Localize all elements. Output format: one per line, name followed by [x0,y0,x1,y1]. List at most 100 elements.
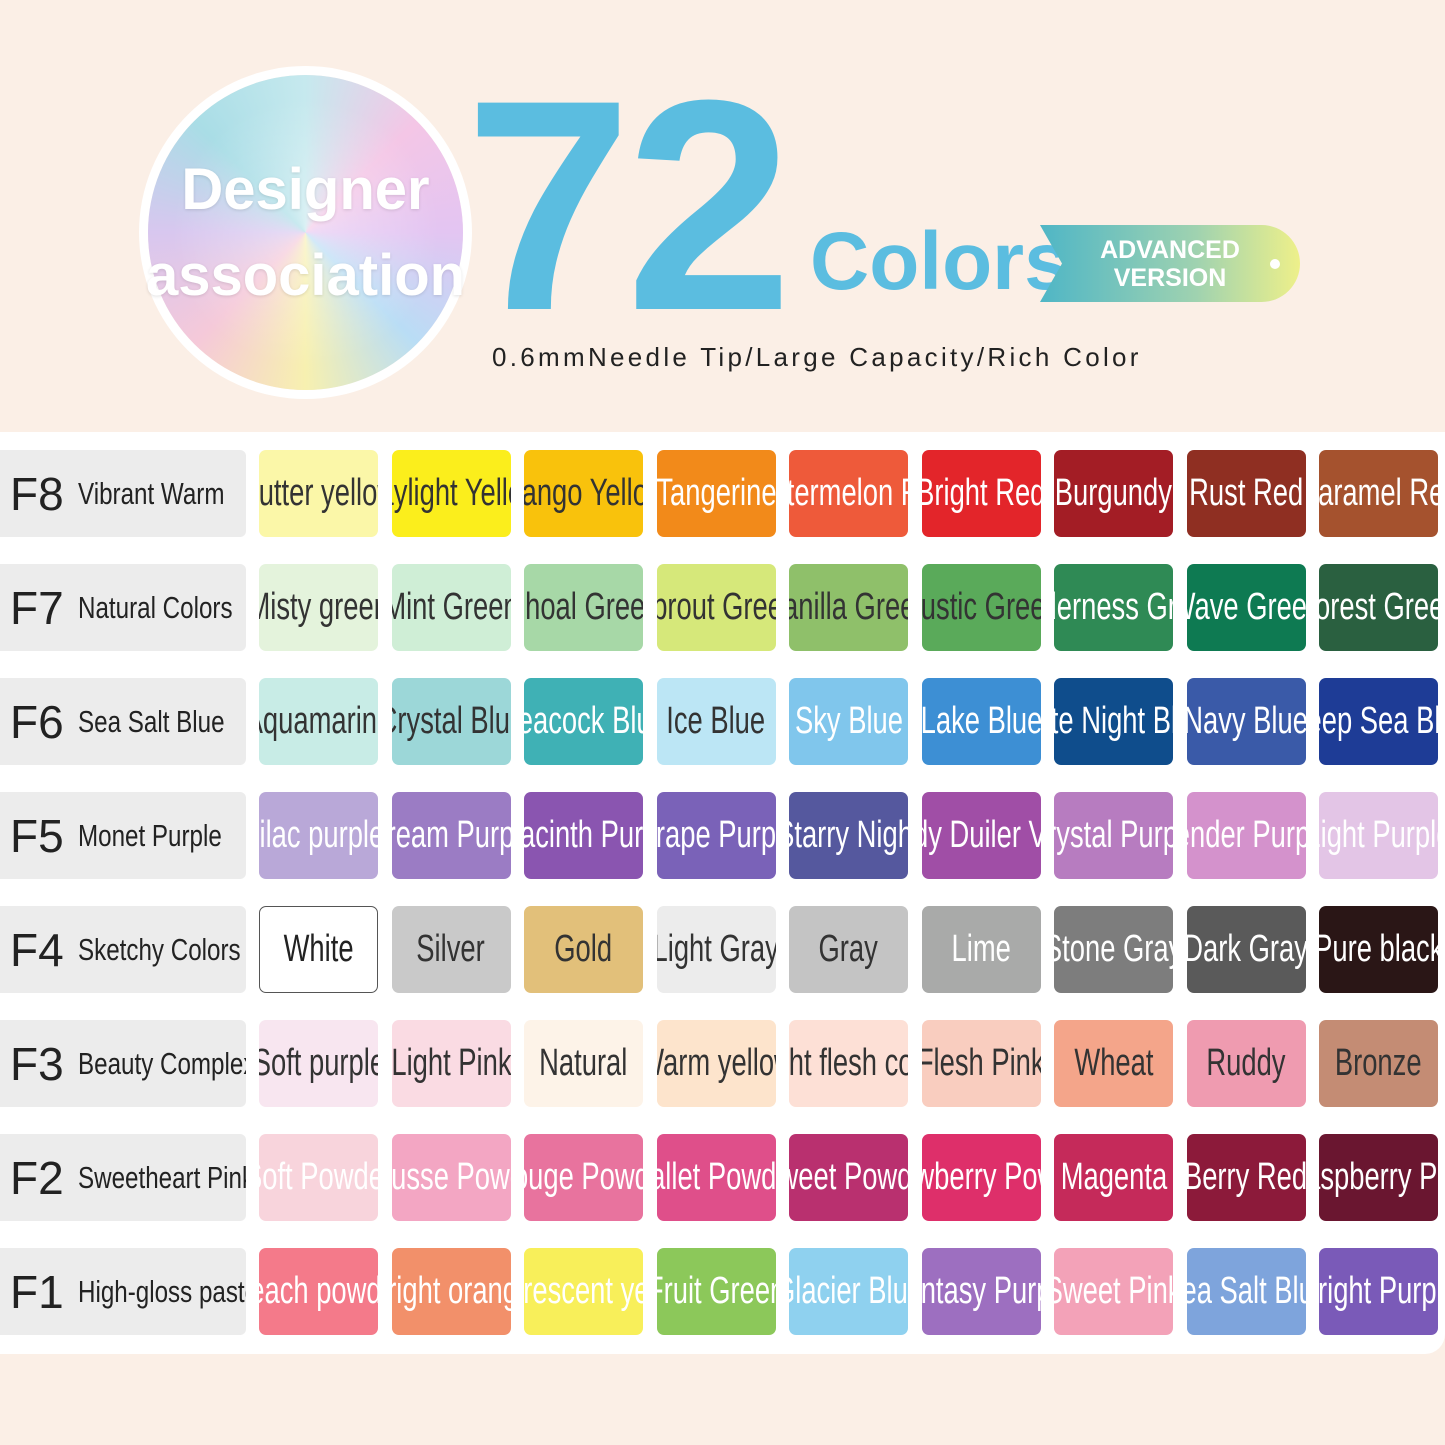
color-swatch: Stone Gray [1054,906,1173,993]
color-swatch: Lake Blue [921,678,1041,765]
color-swatch: Mint Green [391,564,511,651]
color-swatch: Grape Purple [656,792,776,879]
color-count: 72 [465,37,793,373]
color-swatch: Raspberry Pink [1319,1134,1438,1221]
swatch-label: Light Purple [1319,814,1438,856]
swatch-label: Warm yellow [657,1042,776,1084]
color-swatch: Watermelon Red [789,450,908,537]
color-row: F4 Sketchy Colors White Silver Gold Light Gr… [0,906,1445,993]
color-swatch: Flesh Pink [921,1020,1041,1107]
color-swatch: Ruddy [1186,1020,1306,1107]
swatch-label: Shoal Green [524,586,643,628]
color-swatch: Light Pink [391,1020,511,1107]
color-swatch: Wheat [1054,1020,1173,1107]
badge-line-2: association [145,242,466,308]
row-code: F5 [10,809,64,862]
color-swatch: Peacock Blue [524,678,643,765]
color-count-label: Colors [810,216,1070,307]
swatch-label: Bright Red [921,472,1041,514]
color-swatch: Fantasy Purple [921,1248,1041,1335]
swatch-label: Fruit Green [657,1270,776,1312]
swatch-label: Light Pink [391,1042,511,1084]
row-code: F3 [10,1037,64,1090]
swatch-label: Natural [539,1042,628,1084]
color-swatch: Rust Red [1186,450,1306,537]
row-code: F4 [10,923,64,976]
swatch-label: Misty green [259,586,378,628]
color-swatch: Wave Green [1186,564,1306,651]
swatch-label: Bright Purple [1319,1270,1438,1312]
swatch-label: Starry Night [789,814,908,856]
color-swatch: Aquamarine [259,678,378,765]
row-label: F1 High-gloss pastels [0,1248,246,1335]
swatch-label: Dark Gray [1186,928,1306,970]
swatch-label: Mint Green [392,586,511,628]
swatch-label: Deep Sea Blue [1319,700,1438,742]
swatch-label: Peacock Blue [524,700,643,742]
color-swatch: Peach powder [259,1248,378,1335]
color-swatch: Rustic Green [921,564,1041,651]
color-row: F6 Sea Salt Blue Aquamarine Crystal Blue Pe… [0,678,1445,765]
swatch-label: Ice Blue [666,700,766,742]
swatch-label: Grape Purple [656,814,776,856]
swatch-label: Wheat [1073,1042,1154,1084]
swatch-label: Watermelon Red [789,472,908,514]
color-swatch: Warm yellow [656,1020,776,1107]
color-swatch: Light Gray [656,906,776,993]
ribbon-line-1: ADVANCED [1100,235,1240,264]
swatch-label: Wave Green [1187,586,1306,628]
color-swatch: Magenta [1054,1134,1173,1221]
color-swatch: Forest Green [1319,564,1438,651]
row-code: F2 [10,1151,64,1204]
swatch-label: Light flesh color [789,1042,908,1084]
swatch-label: Light Gray [656,928,776,970]
swatch-label: Navy Blue [1186,700,1306,742]
color-swatch: Bright Red [921,450,1041,537]
swatch-label: Crystal Purple [1054,814,1173,856]
swatch-label: Sigtdy Duiler Violet [922,814,1041,856]
color-swatch: Sweet Powder [789,1134,908,1221]
color-grid: F8 Vibrant Warm Butter yellow Daylight Yel… [0,432,1445,1354]
color-swatch: Late Night Blue [1054,678,1173,765]
swatch-label: Soft purple [259,1042,378,1084]
swatch-label: Berry Red [1186,1156,1306,1198]
row-label: F5 Monet Purple [0,792,246,879]
color-swatch: Sea Salt Blue [1186,1248,1306,1335]
swatch-label: Forest Green [1319,586,1438,628]
row-label: F6 Sea Salt Blue [0,678,246,765]
swatch-label: Wilderness Green [1054,586,1173,628]
color-swatch: Mango Yellow [524,450,643,537]
swatch-label: Sweet Pink [1054,1270,1173,1312]
color-swatch: White [259,906,378,993]
row-name: Monet Purple [77,817,222,853]
color-swatch: Daylight Yellow [391,450,511,537]
color-swatch: Crystal Blue [391,678,511,765]
row-label: F7 Natural Colors [0,564,246,651]
swatch-label: Mango Yellow [524,472,643,514]
row-name: High-gloss pastels [77,1273,246,1309]
swatch-label: White [283,928,354,970]
swatch-label: Aquamarine [259,700,378,742]
swatch-label: Peach powder [259,1270,378,1312]
color-row: F8 Vibrant Warm Butter yellow Daylight Yel… [0,450,1445,537]
row-name: Sweetheart Pink [77,1159,246,1195]
color-swatch: Mousse Powder [391,1134,511,1221]
color-swatch: Ice Blue [656,678,776,765]
swatch-label: Fantasy Purple [921,1270,1041,1312]
color-swatch: Bronze [1319,1020,1438,1107]
color-swatch: Pure black [1319,906,1438,993]
color-row: F1 High-gloss pastels Peach powder Bright … [0,1248,1445,1335]
color-swatch: Bright orange [391,1248,511,1335]
swatch-label: Rustic Green [921,586,1041,628]
color-swatch: Light Purple [1319,792,1438,879]
color-swatch: Starry Night [789,792,908,879]
advanced-version-ribbon: ADVANCED VERSION [1040,225,1300,302]
row-name: Sketchy Colors [77,931,241,967]
row-name: Natural Colors [77,589,233,625]
swatch-label: Bronze [1335,1042,1422,1084]
swatch-label: Pure black [1319,928,1438,970]
row-name: Beauty Complexion [77,1045,246,1081]
swatch-label: Sky Blue [794,700,903,742]
swatch-label: Fluorescent yellow [524,1270,643,1312]
color-swatch: Rouge Powder [524,1134,643,1221]
